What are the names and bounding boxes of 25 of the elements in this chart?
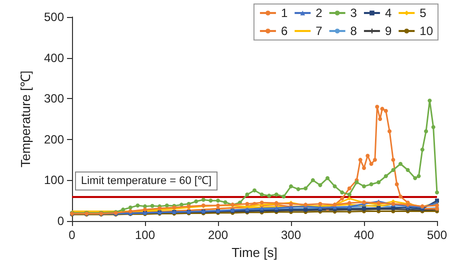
x-tick-label: 400 [354, 228, 374, 242]
y-tick-label: 200 [44, 132, 64, 146]
x-tick-label: 500 [426, 228, 448, 242]
y-tick-label: 300 [44, 92, 64, 106]
x-tick-label: 0 [68, 228, 76, 242]
y-axis-title: Temperature [℃] [18, 70, 33, 168]
legend-label: 6 [280, 24, 288, 38]
legend-label: 2 [316, 6, 323, 20]
ref-line-label: Limit temperature = 60 [℃] [81, 175, 212, 188]
x-tick-label: 200 [208, 228, 228, 242]
x-tick-label: 100 [134, 228, 156, 242]
legend-label: 3 [350, 6, 358, 20]
legend-label: 10 [420, 24, 434, 38]
legend-label: 9 [384, 24, 392, 38]
legend-label: 4 [384, 6, 392, 20]
x-tick-label: 300 [280, 228, 302, 242]
legend-label: 7 [316, 24, 323, 38]
y-tick-label: 500 [44, 10, 64, 24]
y-tick-label: 100 [44, 173, 64, 188]
legend-label: 1 [280, 6, 288, 20]
y-tick-label: 0 [57, 214, 64, 228]
legend-label: 5 [420, 6, 427, 20]
y-tick-label: 400 [44, 50, 64, 65]
legend-label: 8 [350, 24, 358, 38]
x-axis-title: Time [s] [232, 244, 278, 260]
